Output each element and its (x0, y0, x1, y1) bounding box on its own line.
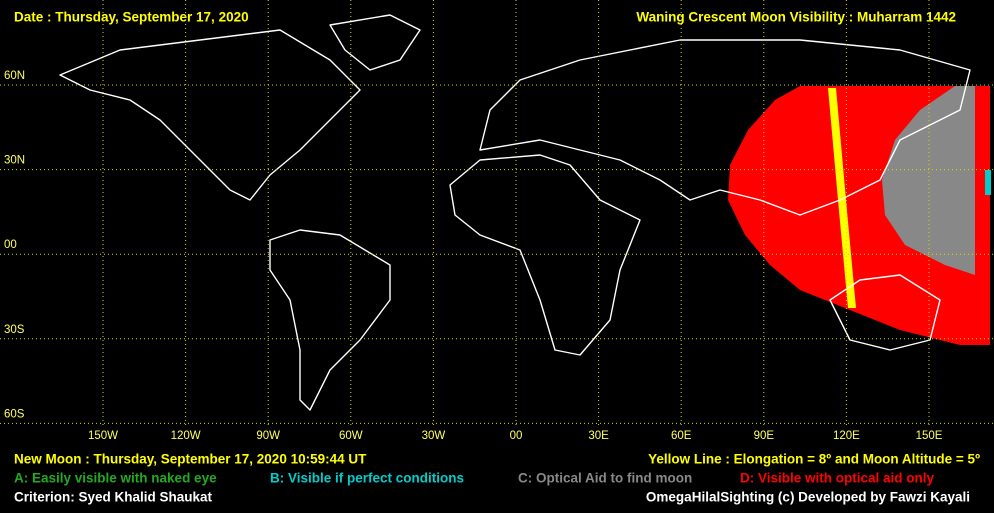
longitude-label: 60E (671, 430, 692, 442)
date-title: Date : Thursday, September 17, 2020 (14, 10, 249, 25)
greenland (329, 14, 421, 71)
australia (829, 274, 941, 351)
map-title: Waning Crescent Moon Visibility : Muharr… (636, 10, 956, 25)
latitude-label: 00 (4, 239, 17, 251)
longitude-label: 30E (588, 430, 609, 442)
yellow-line-note: Yellow Line : Elongation = 8º and Moon A… (648, 452, 980, 467)
africa (449, 154, 641, 356)
longitude-label: 120E (833, 430, 860, 442)
legend-item: A: Easily visible with naked eye (14, 471, 217, 486)
legend-item: C: Optical Aid to find moon (518, 471, 692, 486)
longitude-label: 90E (754, 430, 775, 442)
longitude-label: 90W (256, 430, 280, 442)
south-america (269, 229, 391, 411)
legend-item: B: Visible if perfect conditions (270, 471, 464, 486)
yellow-line (828, 88, 856, 308)
eurasia (479, 39, 971, 216)
latitude-label: 60S (4, 408, 25, 420)
longitude-label: 120W (171, 430, 201, 442)
latitude-label: 30N (4, 155, 25, 167)
coastlines (59, 14, 971, 411)
credit: OmegaHilalSighting (c) Developed by Fawz… (646, 490, 970, 505)
latitude-label: 30S (4, 324, 25, 336)
criterion: Criterion: Syed Khalid Shaukat (14, 490, 213, 505)
north-america (59, 29, 361, 201)
latitude-label: 60N (4, 70, 25, 82)
zone-b (985, 170, 991, 195)
longitude-label: 150E (916, 430, 943, 442)
legend-item: D: Visible with optical aid only (740, 471, 935, 486)
longitude-label: 60W (339, 430, 363, 442)
new-moon: New Moon : Thursday, September 17, 2020 … (14, 452, 367, 467)
longitude-label: 00 (510, 430, 523, 442)
longitude-label: 30W (422, 430, 446, 442)
longitude-label: 150W (88, 430, 118, 442)
